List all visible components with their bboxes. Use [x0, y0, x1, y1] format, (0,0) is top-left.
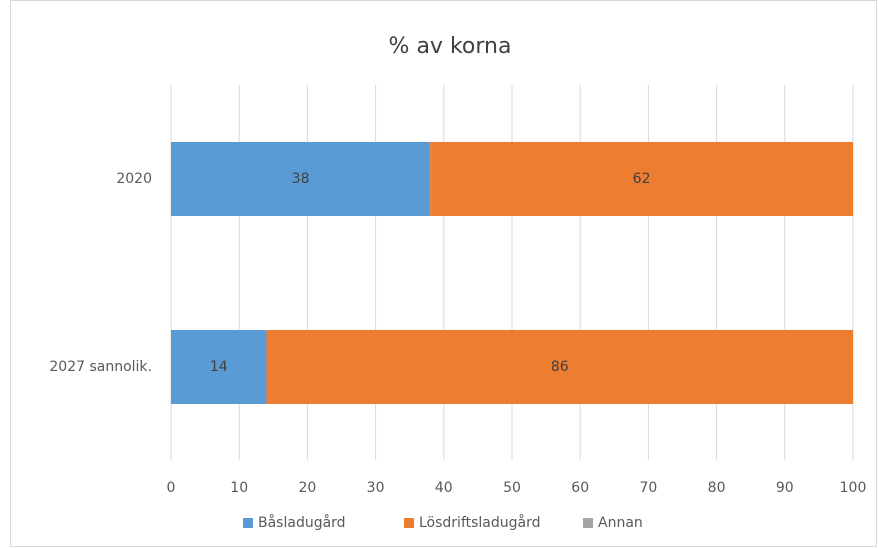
x-tick-label: 80 [708, 480, 726, 496]
x-tick-label: 70 [639, 480, 657, 496]
x-tick-label: 90 [776, 480, 794, 496]
x-tick-label: 50 [503, 480, 521, 496]
data-label: 38 [292, 171, 310, 187]
x-tick-label: 0 [167, 480, 176, 496]
x-tick-label: 20 [298, 480, 316, 496]
bar [430, 142, 853, 216]
x-tick-label: 100 [840, 480, 867, 496]
bar [266, 330, 854, 404]
x-tick-label: 10 [230, 480, 248, 496]
y-tick-label: 2020 [116, 171, 152, 187]
data-label: 62 [633, 171, 651, 187]
bar [171, 330, 267, 404]
data-label: 14 [210, 359, 228, 375]
legend-swatch [404, 518, 414, 528]
legend-swatch [243, 518, 253, 528]
legend-label: Lösdriftsladugård [419, 514, 541, 531]
y-tick-label: 2027 sannolik. [49, 359, 152, 375]
chart-title: % av korna [389, 34, 512, 59]
legend-label: Båsladugård [258, 514, 346, 531]
legend-swatch [583, 518, 593, 528]
x-tick-label: 30 [367, 480, 385, 496]
data-label: 86 [551, 359, 569, 375]
legend-label: Annan [598, 515, 643, 531]
x-tick-label: 60 [571, 480, 589, 496]
x-tick-label: 40 [435, 480, 453, 496]
bar [171, 142, 431, 216]
